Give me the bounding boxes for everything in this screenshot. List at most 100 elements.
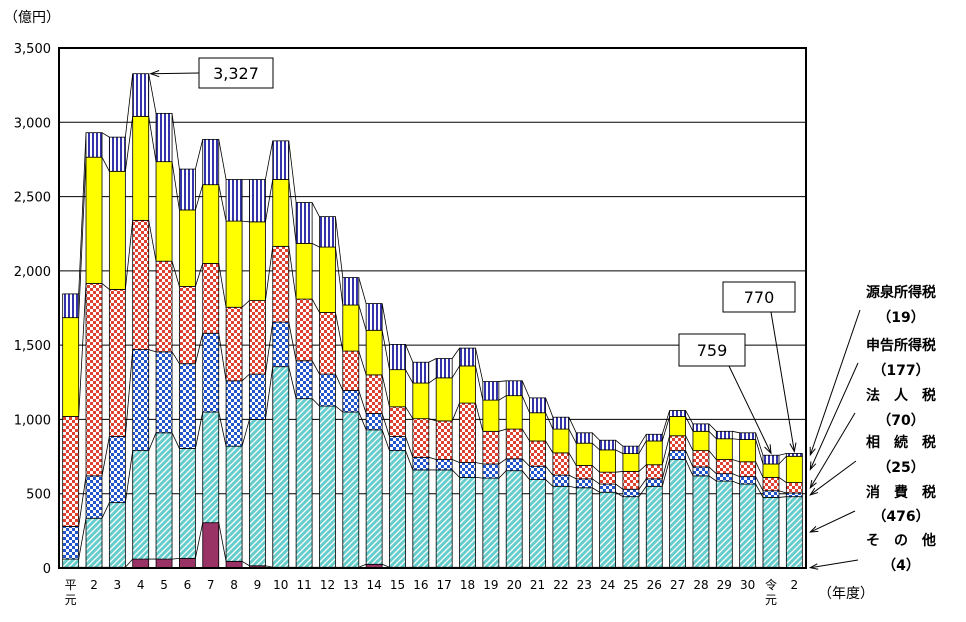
legend-leader-arrowhead (809, 446, 816, 457)
legend-series-value: （476） (872, 509, 929, 525)
bar-segment (622, 445, 640, 454)
legend: 源泉所得税 （19） 申告所得税 （177） 法 人 税 （70） 相 続 税 （25） 消 費… (808, 284, 936, 574)
bar-segment (575, 487, 593, 568)
bar-segment (785, 492, 803, 498)
bar-segment (342, 304, 360, 352)
x-tick-label-second-line: 元 (765, 593, 777, 607)
y-axis-tick-labels: 0 500 1,000 1,500 2,000 2,500 3,000 3,500 (14, 42, 51, 577)
bar-segment (692, 450, 710, 468)
bar-segment (202, 184, 220, 264)
bar-segment (108, 502, 126, 568)
bar-segment (505, 428, 523, 460)
bar-segment (505, 458, 523, 472)
bar-segment (319, 373, 336, 407)
bar-segment (645, 440, 663, 466)
legend-series-name: 相 続 税 (866, 434, 936, 451)
bar-segment (85, 475, 103, 519)
bar-segment (482, 381, 500, 401)
callout-box (678, 333, 746, 367)
callout-arrow-line (728, 365, 772, 454)
bar-segment (575, 478, 593, 489)
legend-series-name: そ の 他 (866, 532, 936, 549)
bar-segment (715, 430, 733, 440)
bar-segment (785, 482, 803, 494)
bar-segment (692, 466, 710, 477)
bar-segment (272, 140, 290, 180)
bar-segment (249, 221, 266, 301)
bar-segment (225, 445, 243, 562)
bar-segment (715, 480, 733, 568)
bar-segment (482, 399, 500, 432)
x-tick-label: 24 (600, 578, 615, 592)
bar-segment (62, 558, 80, 568)
bar-segment (529, 465, 546, 481)
bar-segment (132, 219, 150, 350)
bar-segment (482, 430, 500, 465)
legend-leader-arrowhead (809, 487, 819, 496)
bar-segment (482, 477, 500, 568)
bar-segment (692, 475, 710, 568)
legend-series-value: （177） (872, 363, 929, 379)
bar-segment (459, 402, 476, 463)
bar-segment (412, 469, 430, 568)
bar-segment (108, 436, 126, 504)
bar-segment (132, 349, 150, 452)
bar-segment (319, 246, 336, 313)
x-tick-label: 8 (230, 578, 238, 592)
bar-segment (622, 496, 640, 568)
bar-segment (389, 406, 406, 437)
bar-segment (552, 474, 570, 487)
bar-segment (599, 449, 616, 473)
bar-segment (155, 112, 173, 163)
x-tick-label: 30 (740, 578, 755, 592)
bar-segment (272, 245, 290, 323)
x-tick-label: 6 (184, 578, 192, 592)
bar-segment (739, 439, 757, 463)
bar-stacks (62, 73, 803, 569)
legend-series-name: 消 費 税 (866, 484, 936, 501)
bar-segment (529, 440, 546, 467)
x-tick-label: 20 (507, 578, 522, 592)
bar-segment (178, 557, 196, 569)
bar-segment (669, 450, 687, 460)
bar-segment (459, 365, 476, 404)
y-tick-label: 3,500 (14, 42, 51, 57)
callout-arrow-line (150, 72, 200, 75)
bar-segment (202, 138, 220, 186)
bar-segment (295, 360, 313, 400)
bar-segment (762, 497, 780, 568)
bar-segment (599, 471, 616, 485)
bar-segment (202, 411, 220, 524)
legend-leader-arrowhead (809, 479, 817, 490)
callout-value: 770 (744, 288, 775, 307)
legend-leader-line (809, 362, 859, 470)
bar-segment (645, 464, 663, 480)
x-tick-label: 2 (791, 578, 799, 592)
x-tick-label: 17 (437, 578, 452, 592)
x-tick-label: 5 (160, 578, 168, 592)
bar-segment (715, 438, 733, 460)
bar-segment (762, 454, 780, 465)
bar-segment (272, 179, 290, 247)
x-tick-label: 9 (254, 578, 262, 592)
bar-segment (249, 373, 266, 420)
x-tick-label: 10 (273, 578, 288, 592)
bar-segment (412, 418, 430, 458)
bar-segment (739, 432, 757, 440)
bar-segment (505, 470, 523, 568)
bar-segment (459, 462, 476, 478)
bar-segment (108, 136, 126, 172)
bar-segment (342, 350, 360, 391)
x-tick-label: 11 (296, 578, 311, 592)
bar-segment (459, 347, 476, 367)
bar-segment (155, 351, 173, 434)
x-tick-label: 19 (483, 578, 498, 592)
bar-segment (669, 410, 687, 417)
bar-segment (715, 473, 733, 482)
x-tick-label: 2 (90, 578, 98, 592)
bar-segment (645, 478, 663, 487)
x-tick-label: 令 (765, 577, 777, 592)
bar-segment (178, 363, 196, 449)
bar-segment (785, 455, 803, 483)
bar-segment (762, 490, 780, 498)
